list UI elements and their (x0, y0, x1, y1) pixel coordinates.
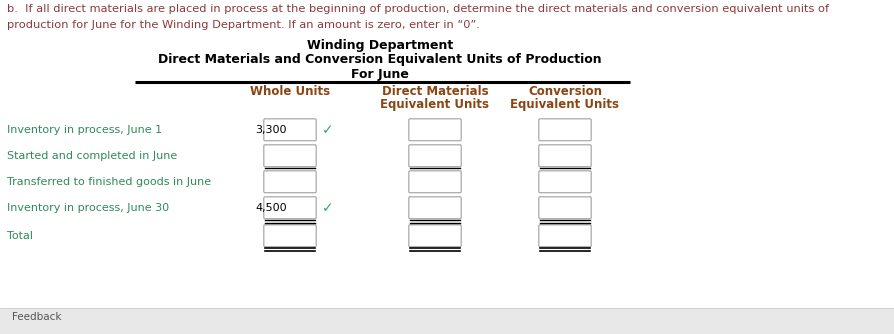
Text: Total: Total (7, 231, 33, 241)
FancyBboxPatch shape (264, 171, 316, 193)
FancyBboxPatch shape (538, 225, 591, 247)
FancyBboxPatch shape (538, 145, 591, 167)
Bar (0, 308, 894, 334)
Text: Equivalent Units: Equivalent Units (510, 99, 619, 112)
Text: ✓: ✓ (322, 123, 333, 137)
FancyBboxPatch shape (409, 225, 460, 247)
Text: For June: For June (350, 68, 409, 81)
FancyBboxPatch shape (409, 197, 460, 219)
Text: Direct Materials: Direct Materials (381, 85, 488, 98)
FancyBboxPatch shape (409, 119, 460, 141)
FancyBboxPatch shape (264, 225, 316, 247)
Text: Direct Materials and Conversion Equivalent Units of Production: Direct Materials and Conversion Equivale… (158, 53, 601, 66)
FancyBboxPatch shape (538, 197, 591, 219)
Text: Started and completed in June: Started and completed in June (7, 151, 177, 161)
Text: Equivalent Units: Equivalent Units (380, 99, 489, 112)
Text: Transferred to finished goods in June: Transferred to finished goods in June (7, 177, 211, 187)
FancyBboxPatch shape (409, 171, 460, 193)
Text: Inventory in process, June 30: Inventory in process, June 30 (7, 203, 169, 213)
Text: Conversion: Conversion (527, 85, 602, 98)
Text: Inventory in process, June 1: Inventory in process, June 1 (7, 125, 162, 135)
FancyBboxPatch shape (264, 197, 316, 219)
FancyBboxPatch shape (264, 145, 316, 167)
Text: Feedback: Feedback (12, 312, 62, 322)
FancyBboxPatch shape (264, 119, 316, 141)
Text: 3,300: 3,300 (255, 125, 287, 135)
FancyBboxPatch shape (538, 171, 591, 193)
FancyBboxPatch shape (538, 119, 591, 141)
Text: production for June for the Winding Department. If an amount is zero, enter in “: production for June for the Winding Depa… (7, 20, 479, 30)
Text: Winding Department: Winding Department (307, 39, 452, 52)
Text: b.  If all direct materials are placed in process at the beginning of production: b. If all direct materials are placed in… (7, 4, 828, 14)
Text: Whole Units: Whole Units (249, 85, 330, 98)
FancyBboxPatch shape (409, 145, 460, 167)
Text: ✓: ✓ (322, 201, 333, 215)
Text: 4,500: 4,500 (255, 203, 287, 213)
